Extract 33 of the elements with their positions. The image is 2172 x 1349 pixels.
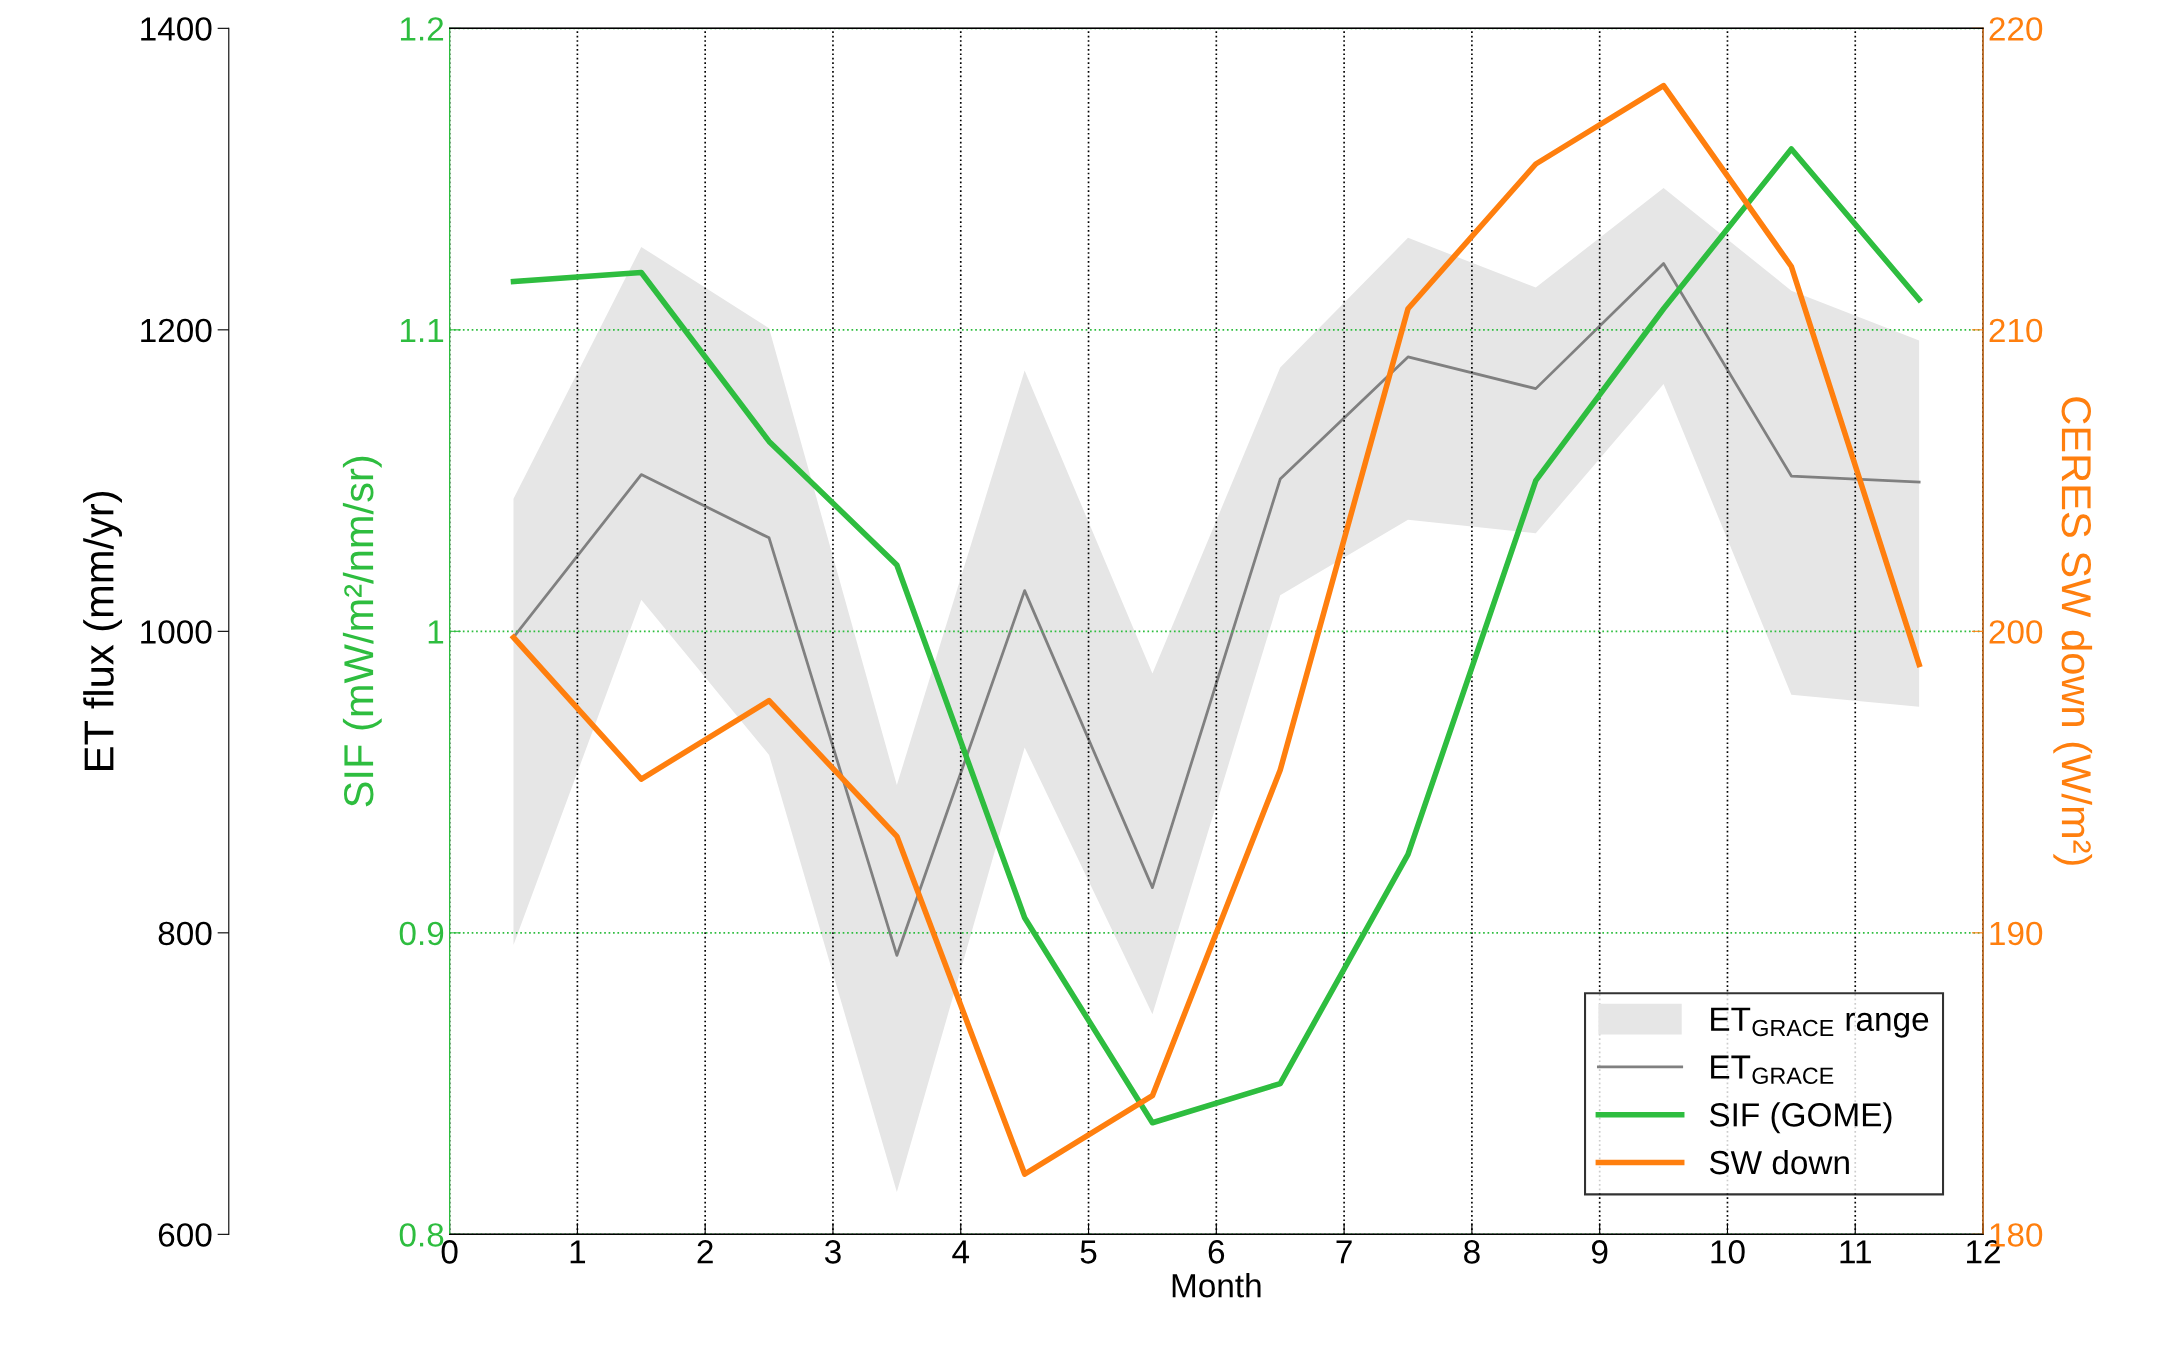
x-tick-label: 7 (1336, 1240, 1352, 1264)
y2-tick-label: 190 (1990, 921, 2043, 946)
x-tick-label: 8 (1464, 1240, 1480, 1264)
y3-tick-label: 600 (158, 1223, 212, 1247)
x-tick-label: 10 (1711, 1240, 1745, 1264)
x-axis-title: Month (1172, 1273, 1261, 1298)
x-tick-label: 1 (570, 1240, 586, 1264)
y2-tick-label: 210 (1989, 318, 2043, 343)
y-tick-label: 1.1 (400, 318, 444, 342)
y3-tick-label: 1000 (141, 620, 212, 644)
y-tick-label: 1.2 (400, 17, 444, 41)
legend-label: SIF (GOME) (1709, 1102, 1892, 1134)
x-tick-label: 9 (1591, 1240, 1608, 1264)
x-tick-label: 11 (1840, 1240, 1871, 1264)
x-tick-label: 6 (1208, 1240, 1225, 1264)
y2-tick-label: 200 (1989, 620, 2043, 644)
x-tick-label: 3 (824, 1240, 841, 1264)
y3-tick-label: 1200 (141, 318, 212, 343)
legend-label: ET$_{GRACE}$ (1711, 1055, 1834, 1085)
line-series (512, 262, 1921, 957)
x-tick-label: 2 (697, 1240, 713, 1264)
y-tick-label: 0.9 (399, 921, 444, 946)
y3-tick-label: 800 (158, 921, 212, 946)
x-tick-label: 4 (952, 1240, 970, 1264)
y3-axis-title: ET flux (mm/yr) (83, 491, 123, 770)
y-tick-label: 1 (428, 620, 444, 644)
y-axis-title: SIF (mW/m²/nm/sr) (342, 456, 382, 807)
y2-axis-title: CERES SW down (W/m²) (2053, 397, 2093, 865)
x-tick-label: 5 (1080, 1240, 1097, 1264)
legend-label: SW down (1709, 1149, 1849, 1175)
y2-tick-label: 220 (1989, 17, 2043, 41)
annotation: ET$_{GRACE}$ range (1711, 1007, 1929, 1038)
y3-tick-label: 1400 (141, 17, 212, 41)
